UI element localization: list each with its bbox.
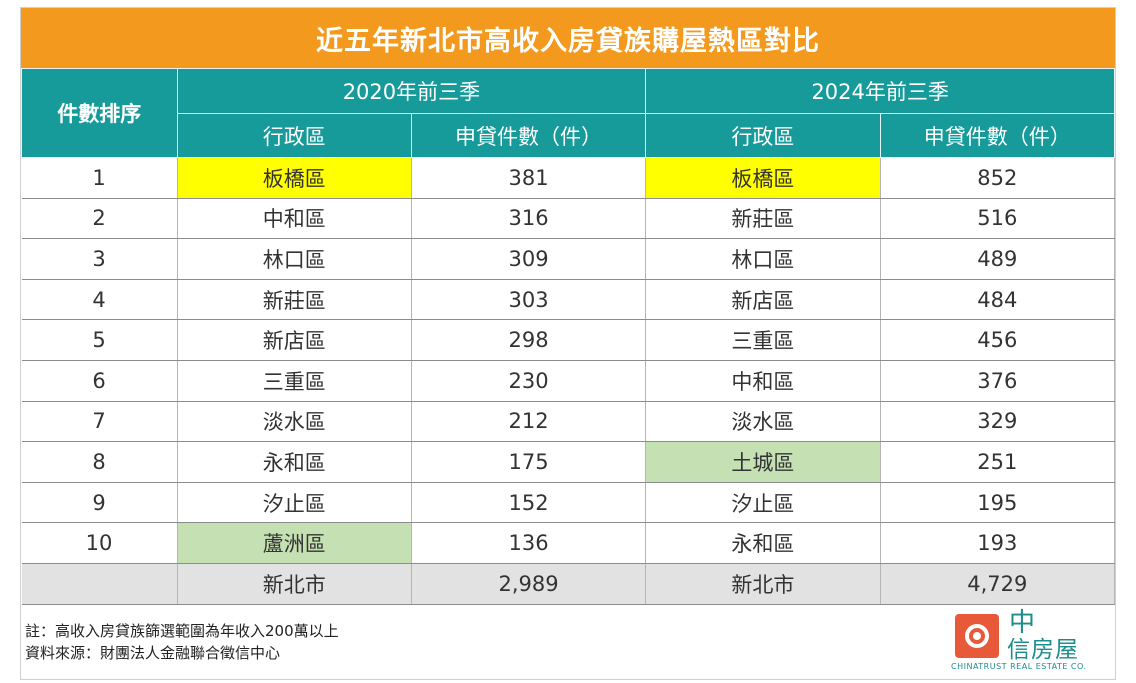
table-row: 5 新店區 298 三重區 456	[21, 319, 1116, 361]
district-2020-cell: 新店區	[177, 319, 412, 361]
district-2024-cell: 永和區	[645, 522, 881, 564]
district-2024-cell: 淡水區	[645, 401, 881, 443]
district-2024-cell: 新店區	[645, 279, 881, 321]
district-2024-cell: 板橋區	[645, 157, 881, 199]
period-2020-header: 2020年前三季	[176, 68, 647, 114]
district-2020-cell: 板橋區	[177, 157, 412, 199]
total-count-2024-cell: 4,729	[880, 563, 1116, 605]
table-row: 7 淡水區 212 淡水區 329	[21, 401, 1116, 443]
source-text: 資料來源：財團法人金融聯合徵信中心	[25, 644, 281, 662]
district-2020-cell: 汐止區	[177, 482, 412, 524]
rank-cell: 1	[21, 157, 178, 199]
count-2024-cell: 193	[880, 522, 1116, 564]
district-2024-cell: 汐止區	[645, 482, 881, 524]
company-logo: 中 信房屋 CHINATRUST REAL ESTATE CO.	[951, 606, 1101, 674]
comparison-card: 近五年新北市高收入房貸族購屋熱區對比 件數排序 2020年前三季 2024年前三…	[20, 7, 1116, 680]
district-2020-cell: 中和區	[177, 198, 412, 240]
table-title: 近五年新北市高收入房貸族購屋熱區對比	[21, 8, 1115, 68]
district-header-2020: 行政區	[176, 113, 412, 158]
district-2024-cell: 中和區	[645, 360, 881, 402]
count-2020-cell: 298	[411, 319, 647, 361]
district-2020-cell: 林口區	[177, 238, 412, 280]
count-2020-cell: 309	[411, 238, 647, 280]
count-2020-cell: 303	[411, 279, 647, 321]
table-row: 1 板橋區 381 板橋區 852	[21, 157, 1116, 199]
rank-cell: 3	[21, 238, 178, 280]
district-2020-cell: 新莊區	[177, 279, 412, 321]
ranking-table: 件數排序 2020年前三季 2024年前三季 行政區 申貸件數（件） 行政區 申…	[21, 68, 1116, 605]
rank-cell: 6	[21, 360, 178, 402]
count-2024-cell: 489	[880, 238, 1116, 280]
count-2024-cell: 456	[880, 319, 1116, 361]
count-2020-cell: 175	[411, 441, 647, 483]
rank-cell: 10	[21, 522, 178, 564]
count-header-2024: 申貸件數（件）	[879, 113, 1116, 158]
count-2020-cell: 230	[411, 360, 647, 402]
rank-cell: 4	[21, 279, 178, 321]
logo-name: 信房屋	[1007, 637, 1079, 663]
district-2024-cell: 新莊區	[645, 198, 881, 240]
logo-char: 中	[1009, 608, 1036, 638]
count-2024-cell: 376	[880, 360, 1116, 402]
total-count-2020-cell: 2,989	[411, 563, 647, 605]
note-text: 註：高收入房貸族篩選範圍為年收入200萬以上	[25, 622, 339, 640]
period-2024-header: 2024年前三季	[645, 68, 1115, 114]
district-2020-cell: 三重區	[177, 360, 412, 402]
table-row: 10 蘆洲區 136 永和區 193	[21, 522, 1116, 564]
district-2020-cell: 蘆洲區	[177, 522, 412, 564]
total-district-2024-cell: 新北市	[645, 563, 881, 605]
table-row: 4 新莊區 303 新店區 484	[21, 279, 1116, 321]
logo-english: CHINATRUST REAL ESTATE CO.	[951, 662, 1087, 671]
count-header-2020: 申貸件數（件）	[410, 113, 647, 158]
count-2024-cell: 329	[880, 401, 1116, 443]
rank-cell: 7	[21, 401, 178, 443]
rank-cell: 9	[21, 482, 178, 524]
count-2024-cell: 852	[880, 157, 1116, 199]
table-row: 9 汐止區 152 汐止區 195	[21, 482, 1116, 524]
district-2024-cell: 林口區	[645, 238, 881, 280]
count-2020-cell: 136	[411, 522, 647, 564]
district-2024-cell: 三重區	[645, 319, 881, 361]
table-row: 2 中和區 316 新莊區 516	[21, 198, 1116, 240]
district-2020-cell: 永和區	[177, 441, 412, 483]
logo-mark-icon	[955, 614, 999, 658]
total-rank-cell	[21, 563, 178, 605]
rank-cell: 8	[21, 441, 178, 483]
table-row: 3 林口區 309 林口區 489	[21, 238, 1116, 280]
district-2020-cell: 淡水區	[177, 401, 412, 443]
table-row: 6 三重區 230 中和區 376	[21, 360, 1116, 402]
rank-cell: 5	[21, 319, 178, 361]
district-header-2024: 行政區	[645, 113, 881, 158]
rank-header: 件數排序	[21, 68, 178, 158]
count-2020-cell: 152	[411, 482, 647, 524]
count-2024-cell: 251	[880, 441, 1116, 483]
count-2024-cell: 516	[880, 198, 1116, 240]
footnotes: 註：高收入房貸族篩選範圍為年收入200萬以上 資料來源：財團法人金融聯合徵信中心	[25, 620, 339, 664]
total-row: 新北市 2,989 新北市 4,729	[21, 563, 1116, 605]
count-2024-cell: 484	[880, 279, 1116, 321]
count-2020-cell: 212	[411, 401, 647, 443]
rank-cell: 2	[21, 198, 178, 240]
total-district-2020-cell: 新北市	[177, 563, 412, 605]
count-2024-cell: 195	[880, 482, 1116, 524]
count-2020-cell: 381	[411, 157, 647, 199]
district-2024-cell: 土城區	[645, 441, 881, 483]
table-row: 8 永和區 175 土城區 251	[21, 441, 1116, 483]
count-2020-cell: 316	[411, 198, 647, 240]
